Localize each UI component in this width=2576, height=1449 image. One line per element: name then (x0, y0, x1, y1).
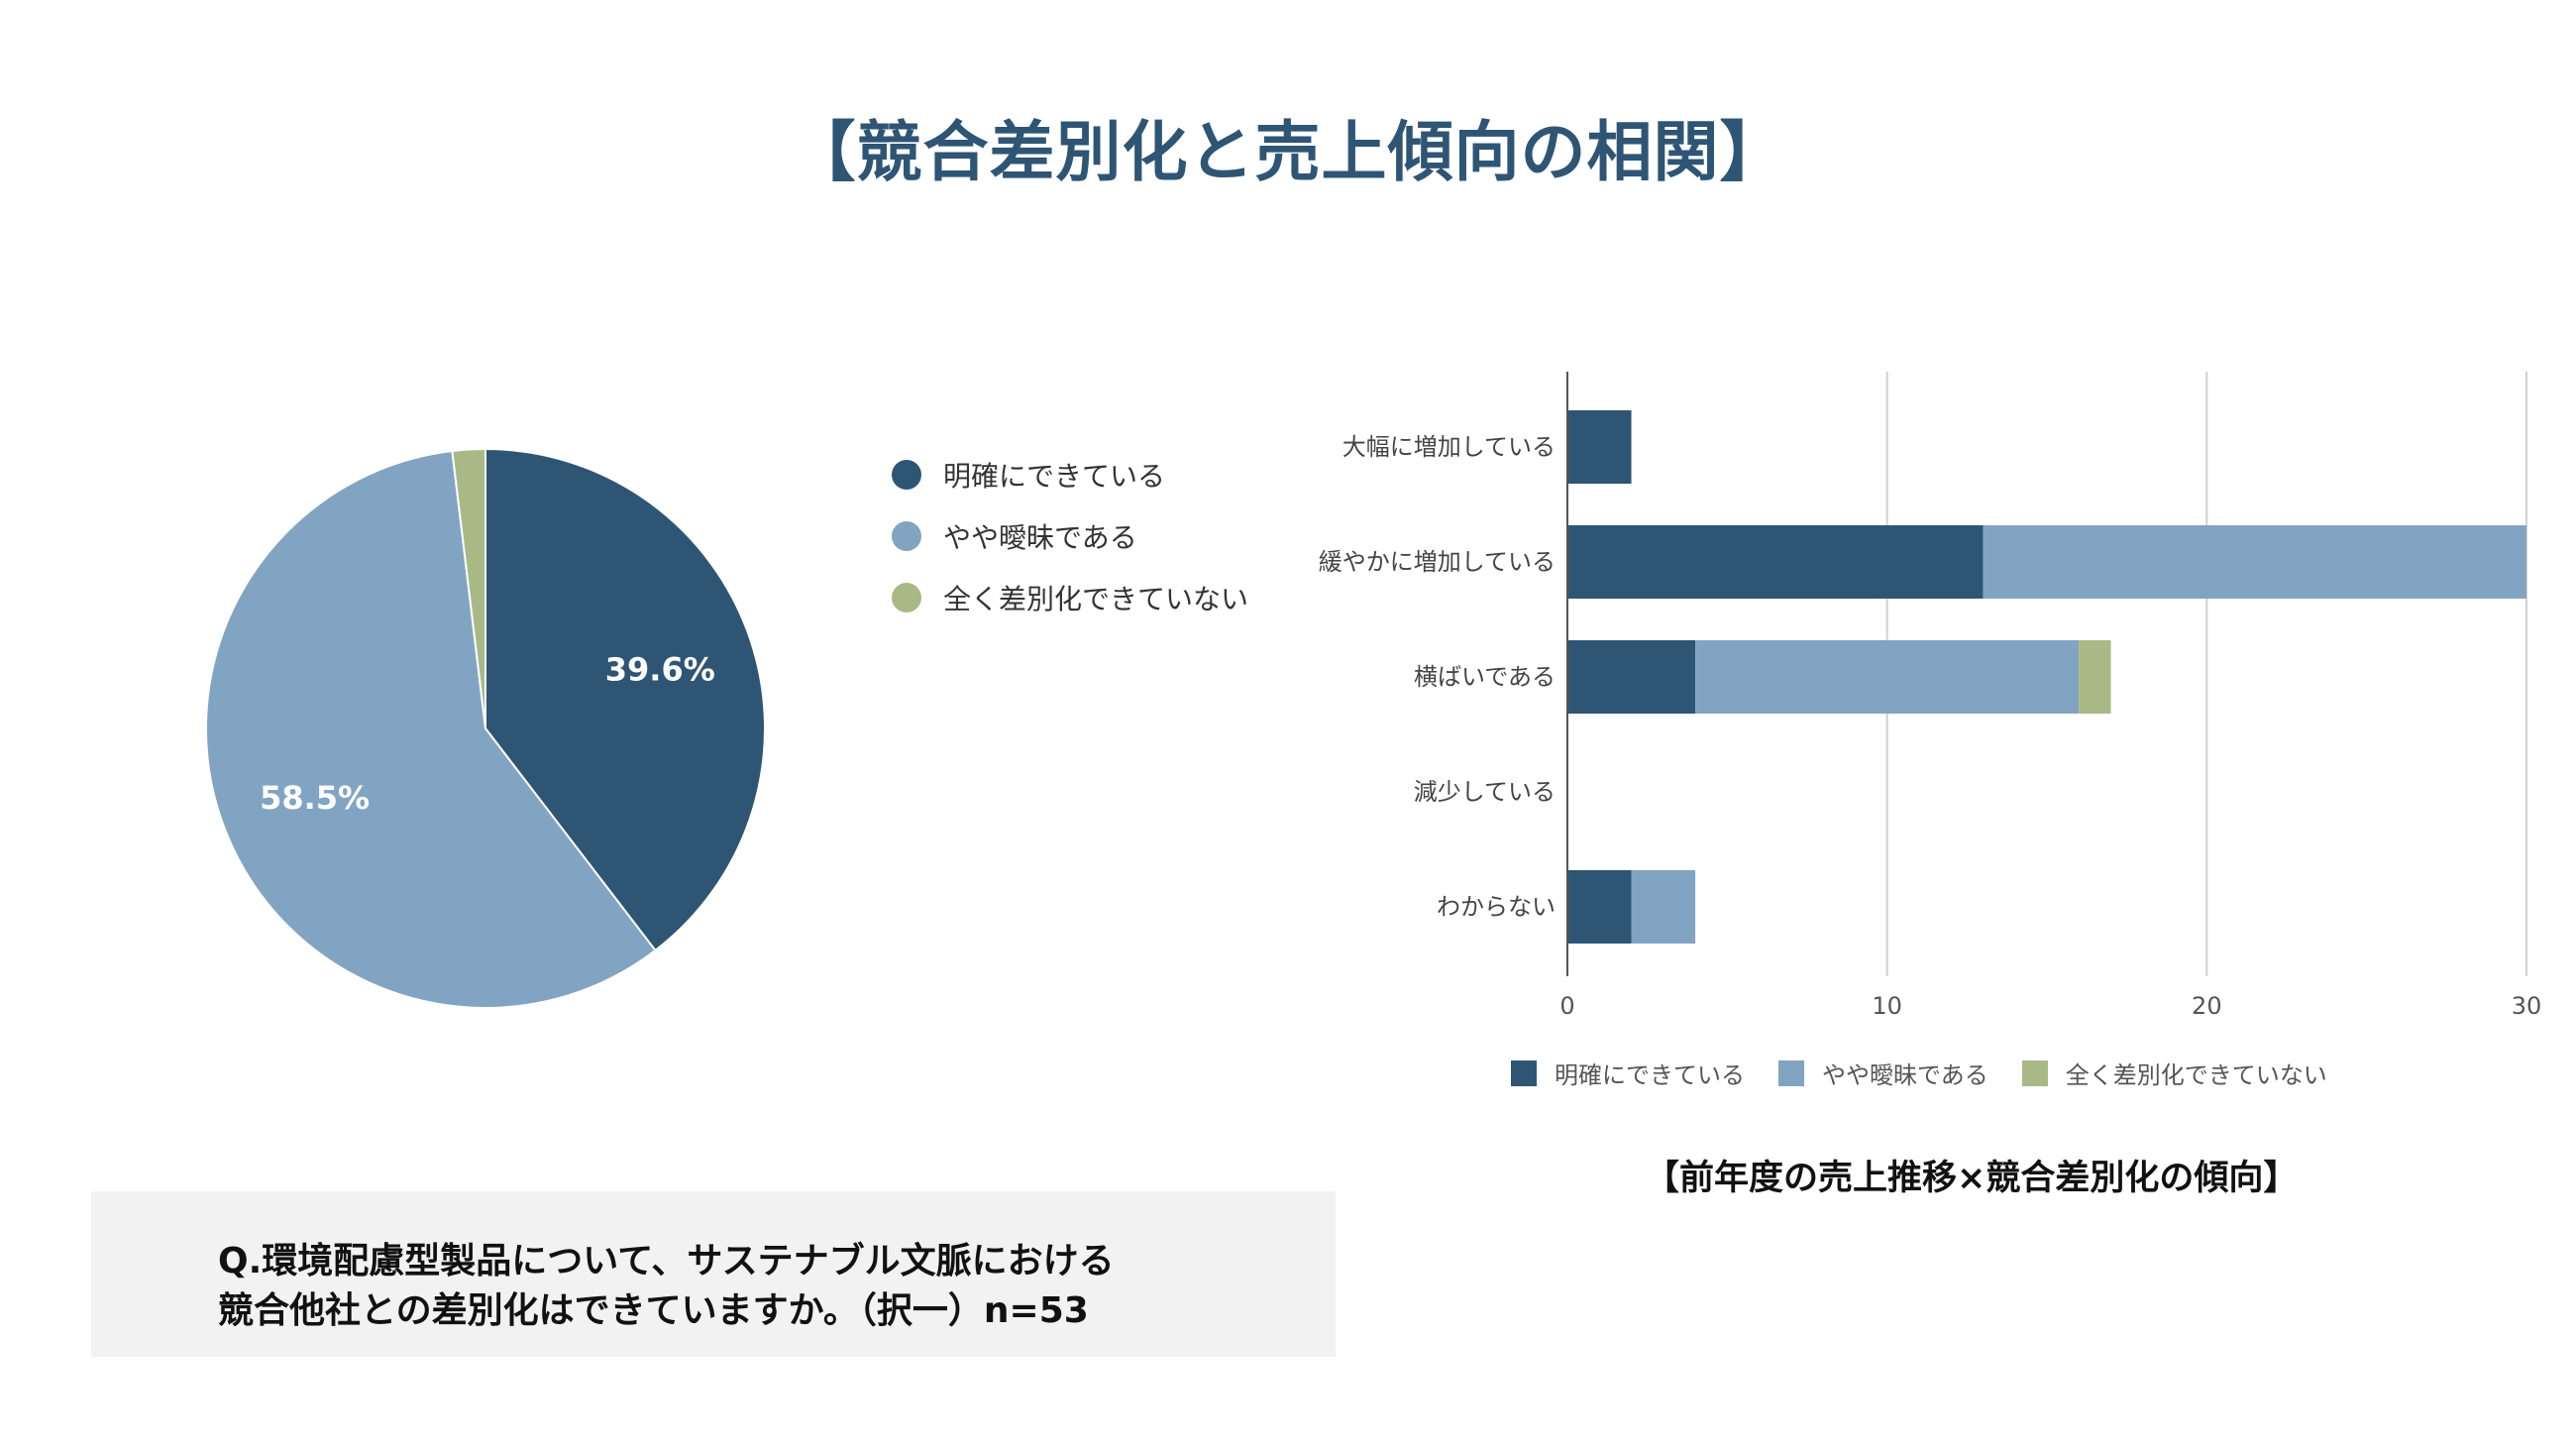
pie-legend: 明確にできている やや曖昧である 全く差別化できていない (892, 444, 1248, 628)
bar-chart: 0 10 20 30 大幅に増加している緩やかに増加している横ばいである減少しているわか… (1319, 372, 2542, 1020)
pie-legend-label: 全く差別化できていない (943, 583, 1249, 615)
bar-segment (1567, 525, 1984, 599)
bar-segment (1567, 640, 1696, 714)
category-label: 緩やかに増加している (1319, 548, 1556, 576)
pie-legend-label: 明確にできている (943, 460, 1166, 493)
bar-legend-item-vague: やや曖昧である (1778, 1056, 1988, 1090)
x-tick-label: 30 (2512, 992, 2542, 1020)
pie-slice (451, 447, 486, 729)
legend-swatch-icon (2021, 1059, 2048, 1086)
x-tick-label: 20 (2192, 992, 2222, 1020)
bar-legend-label: 明確にできている (1555, 1061, 1745, 1089)
bar-segment (1567, 410, 1632, 484)
bar-chart-title: 【前年度の売上推移×競合差別化の傾向】 (1645, 1159, 2299, 1198)
bar-segment (1983, 525, 2526, 599)
category-label: 大幅に増加している (1342, 433, 1556, 461)
bar-legend-label: 全く差別化できていない (2065, 1061, 2327, 1089)
category-label: わからない (1437, 893, 1556, 921)
legend-dot-icon (892, 521, 921, 551)
legend-dot-icon (892, 583, 921, 613)
pie-chart: 39.6% 58.5% (205, 447, 766, 1009)
bar-legend-label: やや曖昧である (1822, 1061, 1988, 1089)
pie-data-label: 58.5% (260, 779, 370, 817)
legend-swatch-icon (1511, 1059, 1537, 1086)
x-tick-label: 10 (1872, 992, 1902, 1020)
pie-legend-label: やや曖昧である (943, 521, 1137, 554)
x-tick-label: 0 (1559, 992, 1574, 1020)
legend-dot-icon (892, 460, 921, 490)
pie-slice (205, 449, 657, 1009)
question-box: Q.環境配慮型製品について、サステナブル文脈における 競合他社との差別化はできて… (91, 1191, 1336, 1357)
bar-legend: 明確にできている やや曖昧である 全く差別化できていない (1511, 1056, 2361, 1090)
bar-segment (1567, 870, 1632, 944)
bar-segment (2079, 640, 2111, 714)
question-line-2: 競合他社との差別化はできていますか。（択一）n=53 (218, 1290, 1089, 1331)
question-line-1: Q.環境配慮型製品について、サステナブル文脈における (218, 1241, 1115, 1282)
pie-legend-item-vague: やや曖昧である (892, 505, 1248, 567)
pie-data-label: 39.6% (605, 650, 715, 688)
pie-slice (484, 447, 766, 952)
bar-segment (1631, 870, 1696, 944)
bar-legend-item-clear: 明確にできている (1511, 1056, 1745, 1090)
category-label: 横ばいである (1414, 663, 1556, 691)
bar-legend-item-none: 全く差別化できていない (2021, 1056, 2327, 1090)
category-label: 減少している (1414, 778, 1556, 806)
bar-segment (1695, 640, 2080, 714)
pie-legend-item-none: 全く差別化できていない (892, 567, 1248, 628)
pie-legend-item-clear: 明確にできている (892, 444, 1248, 505)
legend-swatch-icon (1778, 1059, 1804, 1086)
page-title: 【競合差別化と売上傾向の相関】 (790, 114, 1786, 190)
